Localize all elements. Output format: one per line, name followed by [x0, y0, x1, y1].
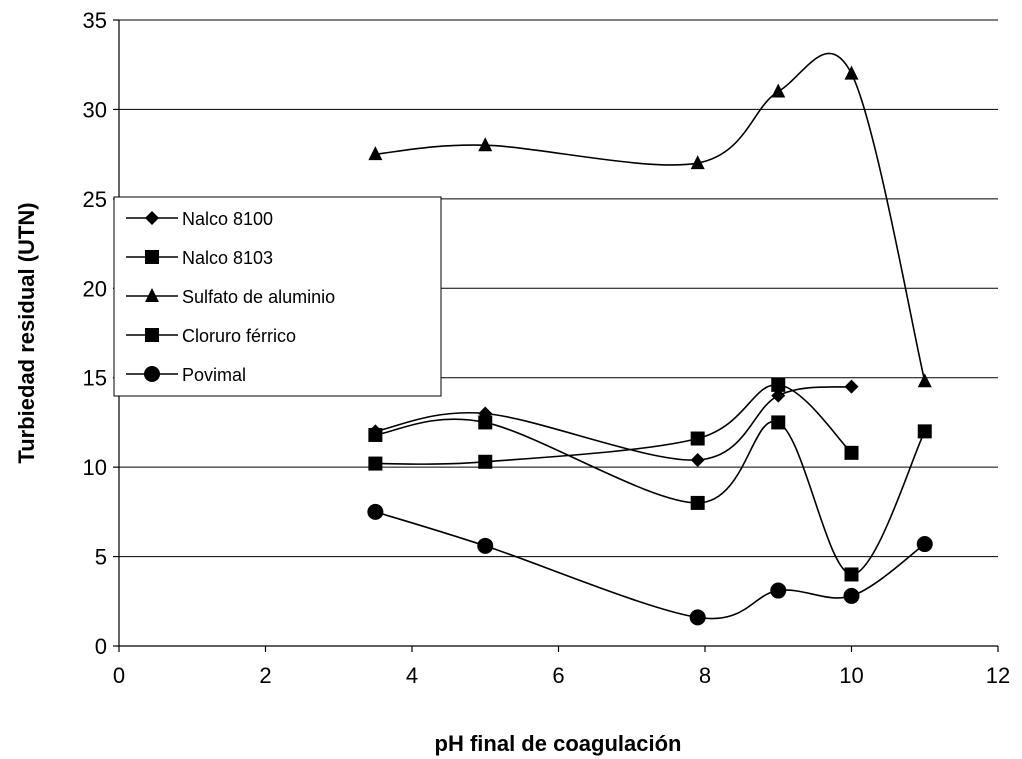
data-point: [916, 536, 933, 553]
x-tick-label: 4: [406, 663, 418, 688]
series-line-2: [375, 52, 926, 382]
data-point: [368, 146, 383, 161]
legend-marker: [145, 250, 159, 264]
x-tick-label: 2: [259, 663, 271, 688]
data-point: [844, 445, 859, 460]
data-point: [844, 567, 859, 582]
data-point: [771, 377, 786, 392]
legend-label: Nalco 8100: [182, 209, 273, 229]
data-point: [478, 454, 493, 469]
series-1: [368, 415, 932, 582]
y-tick-labels: 0 5 10 15 20 25 30 35: [83, 8, 119, 659]
x-tick-label: 0: [113, 663, 125, 688]
legend-item: Nalco 8100: [126, 209, 273, 229]
data-point: [690, 495, 705, 510]
data-point: [690, 155, 705, 170]
y-tick-label: 0: [95, 634, 107, 659]
y-tick-label: 15: [83, 366, 107, 391]
data-point: [771, 83, 786, 98]
legend-marker: [144, 366, 160, 382]
series: [367, 52, 933, 626]
x-tick-label: 6: [552, 663, 564, 688]
legend-item: Sulfato de aluminio: [126, 287, 335, 307]
x-tick-labels: 0 2 4 6 8 10 12: [113, 646, 1010, 688]
data-point: [690, 452, 705, 467]
legend-item: Povimal: [126, 365, 246, 385]
y-tick-label: 5: [95, 545, 107, 570]
data-point: [477, 537, 494, 554]
series-line-0: [375, 385, 852, 461]
y-tick-label: 30: [83, 97, 107, 122]
x-tick-label: 8: [699, 663, 711, 688]
y-tick-label: 35: [83, 8, 107, 33]
y-tick-label: 10: [83, 455, 107, 480]
data-point: [478, 137, 493, 152]
data-point: [844, 65, 859, 80]
legend-label: Nalco 8103: [182, 248, 273, 268]
series-line-3: [375, 384, 853, 465]
legend-marker: [145, 211, 159, 225]
legend-marker: [145, 328, 159, 342]
legend-label: Cloruro férrico: [182, 326, 296, 346]
series-4: [367, 503, 933, 626]
data-point: [689, 609, 706, 626]
series-3: [368, 377, 859, 471]
data-point: [917, 373, 932, 388]
data-point: [844, 379, 859, 394]
series-line-4: [375, 511, 926, 620]
legend-marker: [145, 288, 159, 302]
data-point: [770, 582, 787, 599]
data-point: [367, 503, 384, 520]
data-point: [368, 456, 383, 471]
data-point: [843, 587, 860, 604]
legend-item: Nalco 8103: [126, 248, 273, 268]
legend-label: Sulfato de aluminio: [182, 287, 335, 307]
data-point: [478, 415, 493, 430]
data-point: [771, 415, 786, 430]
data-point: [368, 427, 383, 442]
x-tick-label: 10: [839, 663, 863, 688]
x-tick-label: 12: [986, 663, 1010, 688]
data-point: [690, 431, 705, 446]
y-tick-label: 20: [83, 276, 107, 301]
data-point: [917, 424, 932, 439]
legend-label: Povimal: [182, 365, 246, 385]
series-2: [368, 52, 932, 388]
legend-item: Cloruro férrico: [126, 326, 296, 346]
legend: Nalco 8100 Nalco 8103 Sulfato de aluminio C…: [113, 196, 442, 397]
y-axis-title: Turbiedad residual (UTN): [14, 202, 39, 463]
y-tick-label: 25: [83, 187, 107, 212]
x-axis-title: pH final de coagulación: [435, 731, 682, 756]
data-point: [771, 388, 786, 403]
